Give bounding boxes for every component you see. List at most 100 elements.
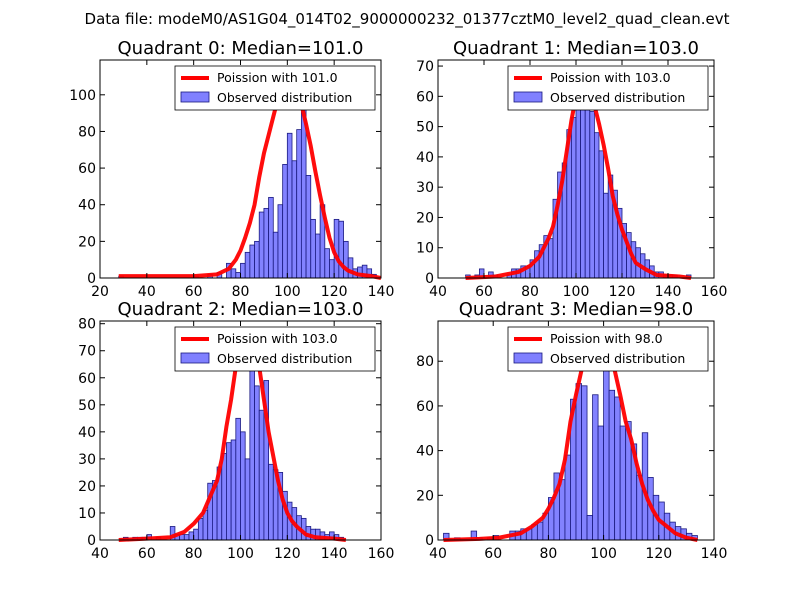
y-tick-label: 40 bbox=[416, 150, 434, 166]
y-tick-label: 50 bbox=[78, 398, 96, 414]
y-tick-label: 0 bbox=[425, 271, 434, 287]
x-tick-label: 140 bbox=[368, 284, 395, 300]
histogram-bar bbox=[240, 262, 246, 279]
histogram-bar bbox=[597, 425, 605, 541]
histogram-bar bbox=[188, 531, 195, 541]
chart-title: Quadrant 2: Median=103.0 bbox=[118, 299, 364, 320]
legend-curve-label: Poission with 98.0 bbox=[550, 331, 663, 346]
histogram-bar bbox=[230, 439, 237, 541]
histogram-bar bbox=[305, 175, 312, 279]
histogram-bar bbox=[240, 431, 246, 541]
histogram-bar bbox=[258, 409, 265, 541]
y-tick-label: 70 bbox=[78, 344, 96, 360]
y-tick-label: 50 bbox=[416, 120, 434, 136]
x-tick-label: 60 bbox=[475, 284, 493, 300]
legend-frame bbox=[174, 65, 376, 111]
x-tick-label: 80 bbox=[539, 546, 557, 562]
legend-frame bbox=[174, 326, 376, 372]
x-tick-label: 100 bbox=[563, 284, 590, 300]
y-tick-label: 0 bbox=[87, 533, 96, 549]
chart-title: Quadrant 3: Median=98.0 bbox=[459, 299, 694, 320]
legend-frame bbox=[507, 326, 709, 372]
y-tick-label: 10 bbox=[78, 506, 96, 522]
x-tick-label: 40 bbox=[429, 546, 447, 562]
y-tick-label: 40 bbox=[416, 444, 434, 460]
histogram-bar bbox=[324, 248, 330, 279]
histogram-bar bbox=[263, 207, 270, 279]
histogram-bar bbox=[603, 192, 609, 279]
legend: Poission with 101.0 Observed distribution bbox=[174, 65, 376, 111]
y-tick-label: 30 bbox=[416, 180, 434, 196]
histogram-bar bbox=[183, 534, 190, 541]
x-tick-label: 80 bbox=[185, 546, 203, 562]
legend-curve-label: Poission with 101.0 bbox=[217, 70, 338, 85]
subplot-quadrant-2: Quadrant 2: Median=103.040 60 80 100 120 140 1… bbox=[78, 299, 394, 562]
legend-bar-swatch bbox=[513, 352, 543, 364]
histogram-bar bbox=[244, 251, 251, 279]
histogram-bar bbox=[268, 196, 274, 279]
histogram-bar bbox=[347, 257, 354, 279]
x-tick-label: 140 bbox=[701, 546, 728, 562]
histogram-bar bbox=[277, 204, 284, 279]
legend-bar-label: Observed distribution bbox=[217, 90, 352, 105]
legend-bar-label: Observed distribution bbox=[217, 351, 352, 366]
histogram-bar bbox=[249, 244, 255, 279]
y-tick-label: 60 bbox=[78, 371, 96, 387]
y-tick-label: 40 bbox=[78, 425, 96, 441]
x-tick-label: 120 bbox=[321, 284, 348, 300]
histogram-bar bbox=[230, 268, 237, 279]
histogram-bar bbox=[329, 259, 335, 279]
axes-frame bbox=[437, 320, 715, 541]
histogram-bar bbox=[254, 240, 260, 279]
x-tick-label: 160 bbox=[701, 284, 728, 300]
histogram-bar bbox=[589, 111, 595, 279]
histogram-bar bbox=[258, 211, 265, 279]
y-tick-label: 20 bbox=[78, 479, 96, 495]
histogram-bar bbox=[268, 463, 274, 541]
x-tick-label: 40 bbox=[138, 284, 156, 300]
histogram-bar bbox=[559, 479, 566, 541]
histogram-bar bbox=[536, 521, 544, 541]
legend: Poission with 103.0 Observed distribution bbox=[174, 326, 376, 372]
histogram-bar bbox=[586, 515, 593, 541]
histogram-bar bbox=[282, 164, 288, 279]
histogram-bar bbox=[310, 218, 316, 279]
histogram-bar bbox=[571, 117, 577, 279]
histogram-bar bbox=[592, 394, 599, 541]
x-tick-label: 80 bbox=[232, 284, 250, 300]
histogram-bar bbox=[226, 442, 232, 541]
histogram-bar bbox=[315, 233, 321, 279]
histogram-bar bbox=[581, 385, 588, 541]
x-tick-label: 20 bbox=[91, 284, 109, 300]
histogram-bar bbox=[575, 383, 582, 541]
histogram-bar bbox=[197, 517, 204, 541]
x-tick-label: 80 bbox=[521, 284, 539, 300]
histogram-bar bbox=[286, 132, 293, 279]
x-tick-label: 140 bbox=[655, 284, 682, 300]
legend-bar-swatch bbox=[180, 352, 210, 364]
x-tick-label: 140 bbox=[321, 546, 348, 562]
chart-title: Quadrant 0: Median=101.0 bbox=[118, 38, 364, 59]
histogram-bar bbox=[338, 220, 344, 279]
histogram-bar bbox=[254, 385, 260, 541]
legend-bar-label: Observed distribution bbox=[550, 351, 685, 366]
histogram-bar bbox=[221, 453, 227, 541]
x-tick-label: 120 bbox=[609, 284, 636, 300]
y-tick-label: 20 bbox=[78, 234, 96, 250]
histogram-bar bbox=[296, 129, 302, 279]
x-tick-label: 60 bbox=[138, 546, 156, 562]
legend-curve-label: Poission with 103.0 bbox=[217, 331, 338, 346]
histogram-bar bbox=[608, 389, 616, 541]
histogram-bar bbox=[235, 272, 241, 279]
y-tick-label: 60 bbox=[78, 161, 96, 177]
x-tick-label: 160 bbox=[368, 546, 395, 562]
legend-curve-label: Poission with 103.0 bbox=[550, 70, 671, 85]
y-tick-label: 100 bbox=[69, 88, 96, 104]
y-tick-label: 80 bbox=[78, 317, 96, 333]
histogram-bar bbox=[619, 425, 627, 541]
y-tick-label: 60 bbox=[416, 89, 434, 105]
subplot-quadrant-1: Quadrant 1: Median=103.0 40 60 80 100 120 140 1… bbox=[416, 38, 727, 300]
chart-title: Quadrant 1: Median=103.0 bbox=[453, 38, 699, 59]
y-tick-label: 70 bbox=[416, 59, 434, 75]
